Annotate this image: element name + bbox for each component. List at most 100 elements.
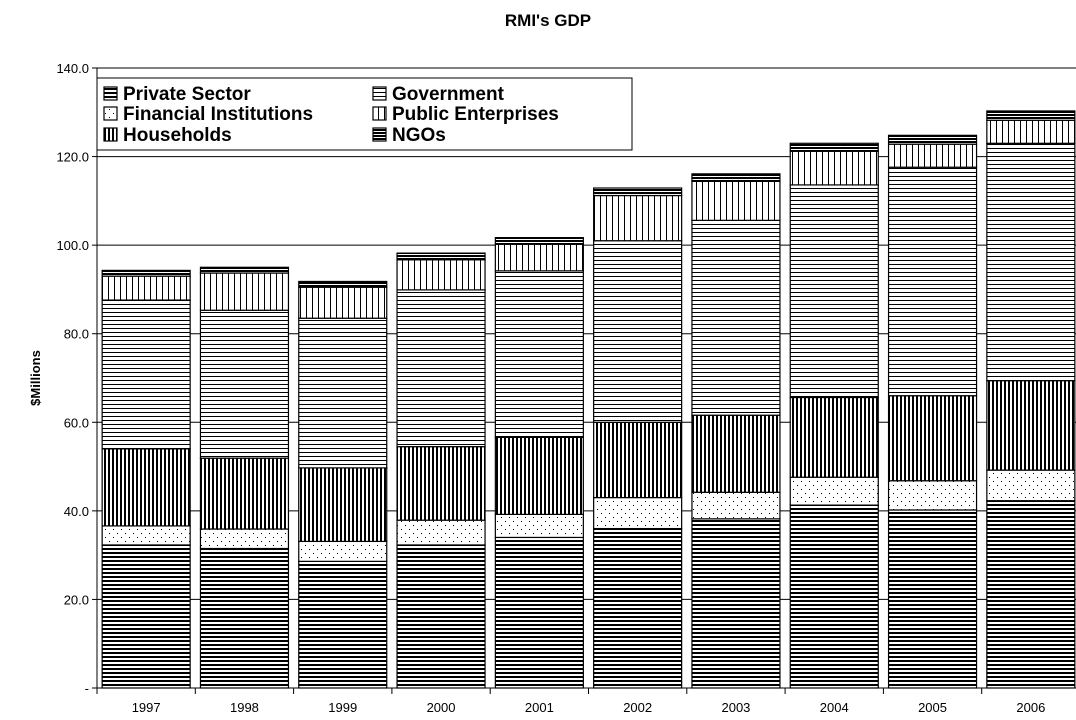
axes	[92, 67, 1076, 694]
legend-swatch	[103, 127, 118, 142]
bar-segment	[298, 317, 388, 469]
x-tick-label: 2006	[1016, 700, 1045, 715]
bar-segment	[593, 187, 683, 197]
bar-segment	[593, 194, 683, 242]
bar-segment	[593, 527, 683, 689]
y-tick-label: 100.0	[56, 238, 89, 253]
legend-label: Government	[392, 84, 505, 105]
bar-segment	[396, 252, 486, 261]
bar-segment	[396, 544, 486, 689]
legend-swatch	[372, 127, 387, 142]
bar-segment	[298, 540, 388, 562]
bar-segment	[101, 269, 191, 277]
y-tick-label: 120.0	[56, 150, 89, 165]
bar-segment	[199, 528, 290, 550]
bar-segment	[199, 309, 290, 459]
y-tick-labels: - 20.0 40.0 60.0 80.0 100.0 120.0 140.0	[56, 61, 89, 696]
y-tick-label: 40.0	[64, 504, 89, 519]
bar-segment	[789, 150, 879, 186]
bar-segment	[494, 536, 584, 689]
x-tick-label: 2004	[820, 700, 849, 715]
bar-segment	[887, 395, 978, 482]
bar-segment	[494, 513, 584, 539]
bar-segment	[986, 110, 1076, 121]
legend-box	[96, 77, 633, 151]
legend-swatch	[372, 106, 387, 121]
bar-segment	[887, 166, 978, 397]
bar-segment	[691, 518, 781, 689]
bar-segment	[494, 436, 584, 516]
legend-label: NGOs	[392, 125, 446, 146]
x-tick-labels: 1997 1998 1999 2000 2001 2002 2003 2004 2005 2006	[132, 700, 1046, 715]
bar-segment	[887, 143, 978, 168]
bar-segment	[789, 142, 879, 152]
bar-segment	[691, 173, 781, 182]
bar-segment	[986, 119, 1076, 144]
bar-segment	[494, 243, 584, 272]
bar-segment	[101, 299, 191, 450]
bar-segment	[199, 266, 290, 274]
bar-segment	[887, 134, 978, 145]
bar-segment	[986, 380, 1076, 471]
legend-swatch	[103, 86, 118, 101]
bar-segment	[298, 280, 388, 288]
bar-segment	[494, 270, 584, 438]
bar-segment	[199, 457, 290, 530]
bar-segment	[101, 525, 191, 546]
x-tick-label: 2003	[721, 700, 750, 715]
bar-segment	[691, 180, 781, 221]
bar-segment	[101, 544, 191, 689]
bar-segment	[593, 240, 683, 423]
y-tick-label: -	[85, 681, 89, 696]
legend-label: Public Enterprises	[392, 104, 559, 125]
y-tick-label: 80.0	[64, 327, 89, 342]
bar-segment	[887, 509, 978, 689]
bar-segment	[789, 504, 879, 689]
bar-segment	[396, 446, 486, 521]
bar-segment	[298, 286, 388, 319]
bar-segment	[298, 560, 388, 689]
legend-swatch	[372, 86, 387, 101]
y-tick-label: 60.0	[64, 415, 89, 430]
bars	[101, 110, 1076, 689]
chart-title: RMI's GDP	[505, 11, 591, 30]
x-tick-label: 2002	[623, 700, 652, 715]
bar-segment	[396, 519, 486, 546]
bar-segment	[199, 547, 290, 689]
bar-segment	[396, 289, 486, 448]
bar-segment	[593, 421, 683, 499]
bar-segment	[494, 237, 584, 245]
x-tick-label: 2001	[525, 700, 554, 715]
legend-label: Households	[123, 125, 232, 146]
bar-segment	[101, 275, 191, 301]
bar-segment	[593, 496, 683, 530]
legend-swatch	[103, 106, 118, 121]
bar-segment	[199, 272, 290, 311]
bar-segment	[986, 142, 1076, 382]
bar-segment	[986, 469, 1076, 502]
x-tick-label: 2005	[918, 700, 947, 715]
bar-segment	[986, 500, 1076, 689]
bar-segment	[887, 480, 978, 511]
x-tick-label: 2000	[427, 700, 456, 715]
bar-segment	[789, 184, 879, 399]
legend-label: Financial Institutions	[123, 104, 313, 125]
bar-segment	[789, 396, 879, 478]
legend-label: Private Sector	[123, 84, 251, 105]
x-tick-label: 1998	[230, 700, 259, 715]
bar-segment	[789, 476, 879, 506]
y-axis-label: $Millions	[28, 350, 43, 406]
bar-segment	[691, 414, 781, 493]
bar-segment	[691, 219, 781, 416]
y-tick-label: 20.0	[64, 592, 89, 607]
bar-segment	[298, 467, 388, 543]
x-tick-label: 1997	[132, 700, 161, 715]
x-tick-label: 1999	[328, 700, 357, 715]
bar-segment	[101, 448, 191, 527]
bar-segment	[691, 491, 781, 520]
y-tick-label: 140.0	[56, 61, 89, 76]
bar-segment	[396, 259, 486, 291]
